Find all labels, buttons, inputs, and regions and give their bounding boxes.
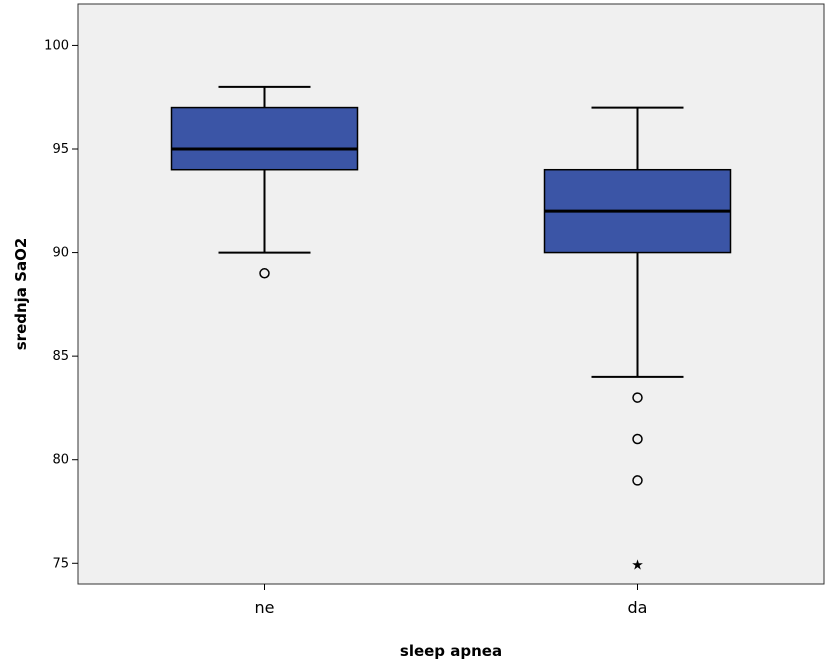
iqr-box (170, 106, 359, 171)
boxes-layer: ★ (170, 85, 732, 573)
x-axis: ne da (255, 584, 648, 617)
y-tick-label: 85 (52, 349, 69, 364)
box-da: ★ (543, 106, 732, 573)
plot-area (77, 3, 825, 585)
y-tick-label: 100 (44, 38, 69, 53)
x-tick-label: ne (255, 598, 275, 617)
x-tick-label: da (628, 598, 648, 617)
outlier-point (632, 433, 643, 445)
y-tick-label: 90 (52, 246, 69, 261)
box-ne (170, 85, 359, 279)
y-axis: 75 80 85 90 95 100 (44, 38, 78, 571)
y-tick-label: 95 (52, 142, 69, 157)
outlier-point (632, 392, 643, 403)
outlier-point (259, 268, 270, 279)
x-axis-title: sleep apnea (400, 642, 502, 660)
outlier-point (632, 475, 643, 486)
y-tick-label: 75 (52, 556, 69, 571)
y-tick-label: 80 (52, 453, 69, 468)
extreme-point: ★ (631, 557, 644, 573)
y-axis-title: srednja SaO2 (12, 238, 30, 351)
